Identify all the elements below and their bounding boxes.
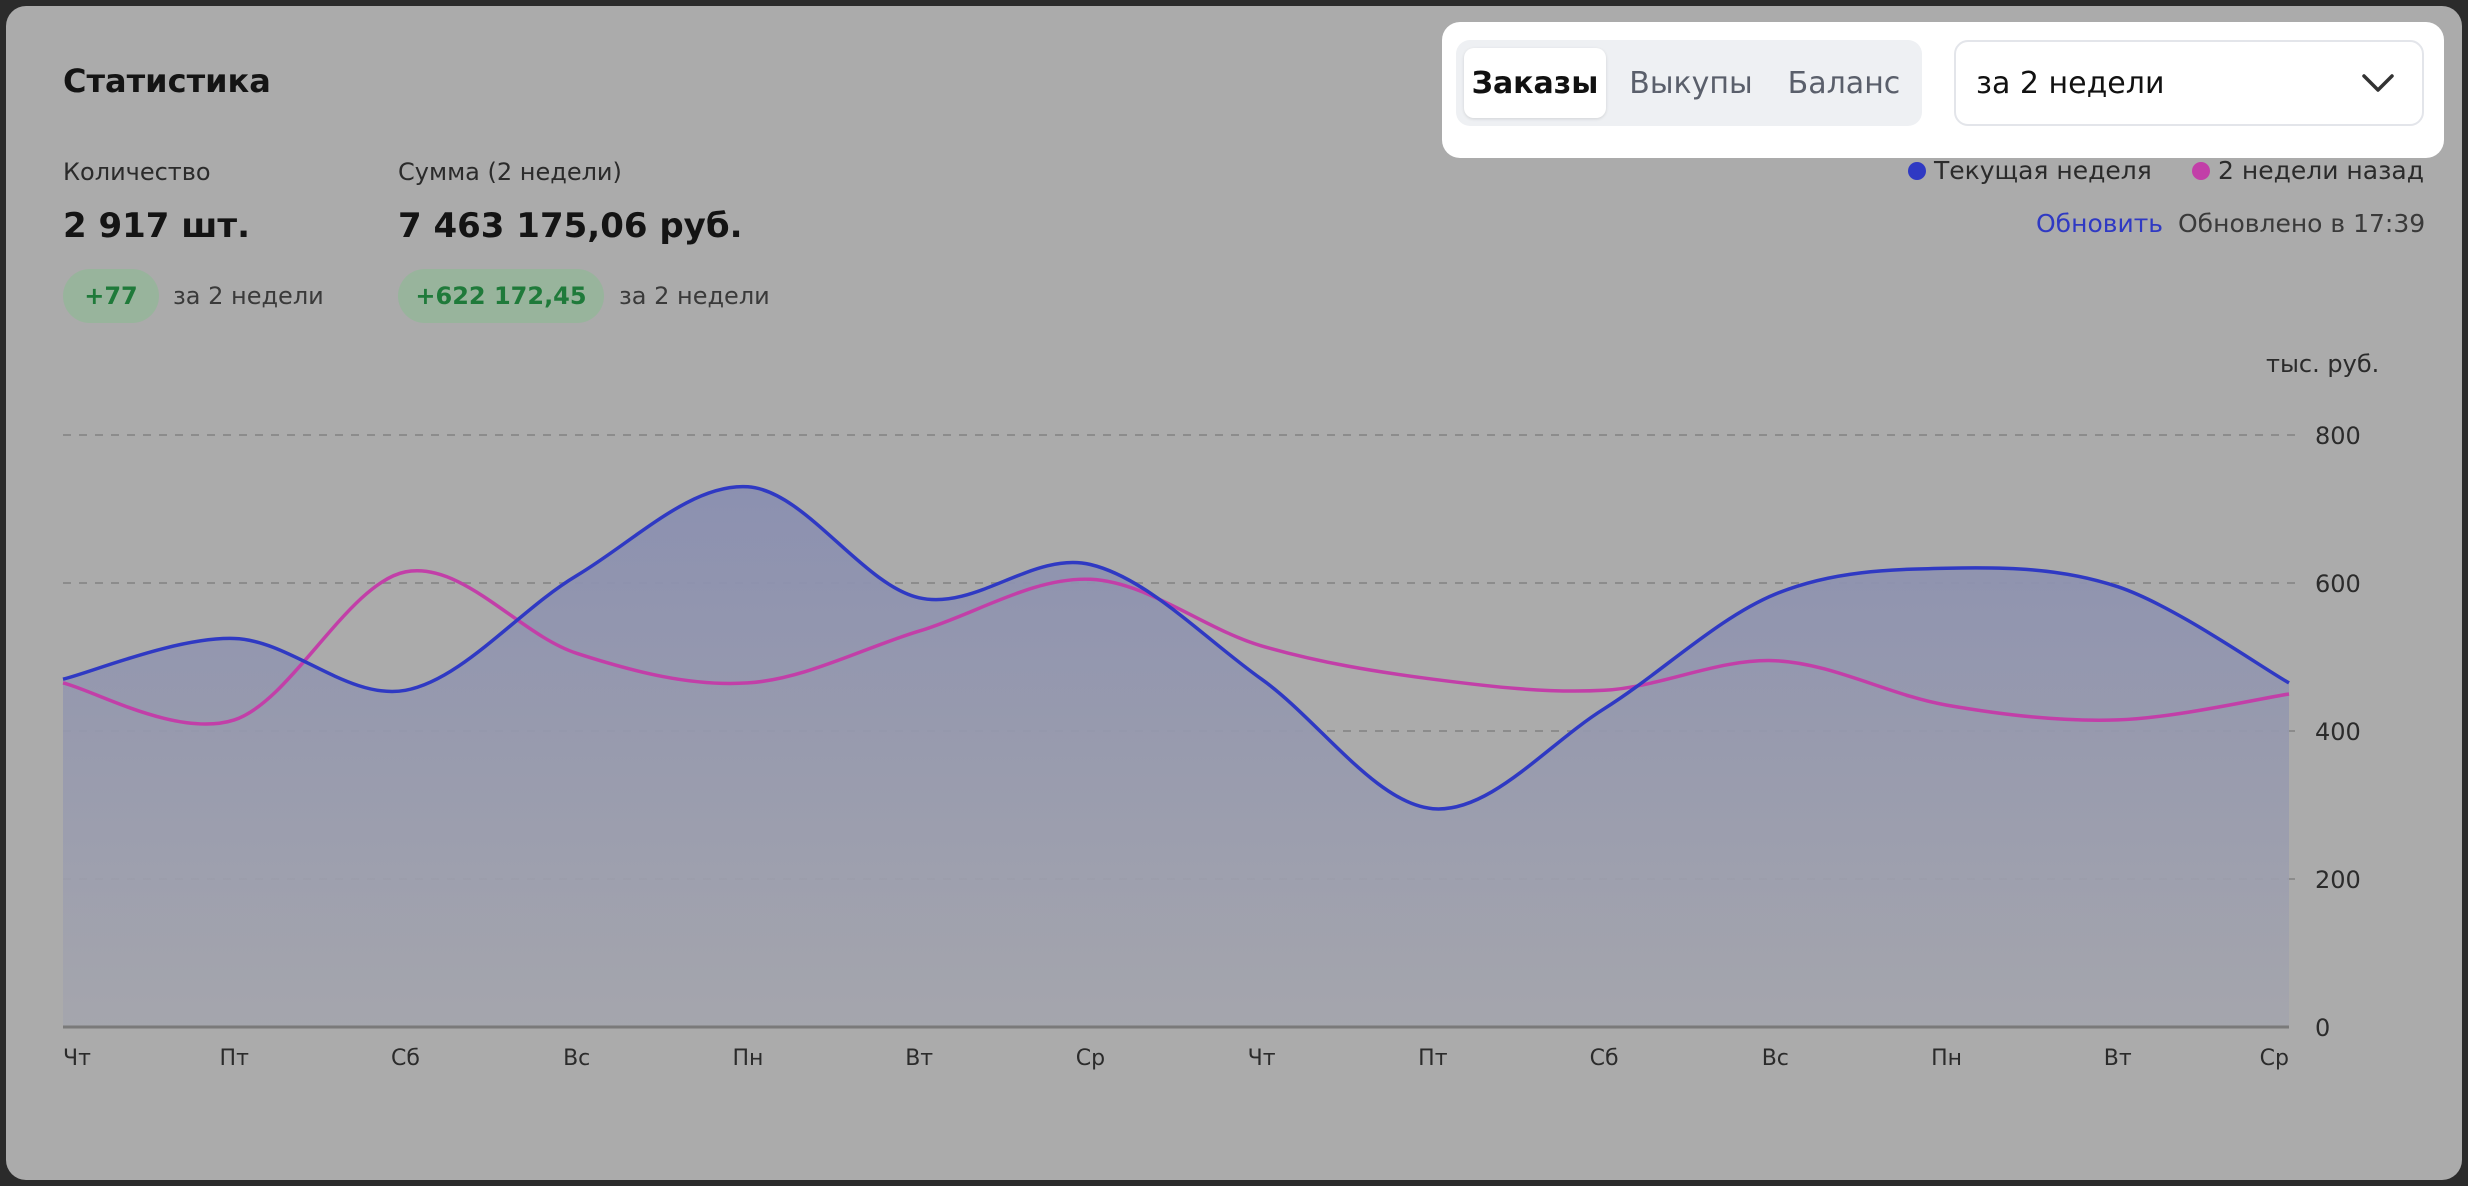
y-tick-label: 200: [2315, 866, 2361, 894]
controls-panel: Заказы Выкупы Баланс за 2 недели: [1442, 22, 2444, 158]
data-point: [746, 681, 749, 684]
data-point: [1089, 578, 1092, 581]
data-point: [404, 689, 407, 692]
metric-tabs: Заказы Выкупы Баланс: [1456, 40, 1922, 126]
data-point: [2116, 718, 2119, 721]
sum-delta-badge: +622 172,45: [398, 269, 604, 323]
sum-label: Сумма (2 недели): [398, 158, 622, 186]
x-tick-label: Вт: [2104, 1046, 2132, 1071]
legend-dot-current-icon: [1908, 161, 1926, 180]
y-tick-label: 600: [2315, 570, 2361, 598]
page-title: Статистика: [63, 62, 271, 100]
x-tick-label: Пн: [732, 1046, 763, 1071]
data-point: [918, 596, 921, 599]
y-tick-label: 0: [2315, 1014, 2330, 1042]
data-point: [1603, 689, 1606, 692]
x-tick-label: Вс: [563, 1046, 590, 1071]
data-point: [1945, 567, 1948, 570]
data-point: [1774, 659, 1777, 662]
x-tick-label: Пн: [1931, 1046, 1962, 1071]
data-point: [575, 574, 578, 577]
x-tick-label: Чт: [1248, 1046, 1276, 1071]
data-point: [1945, 704, 1948, 707]
data-point: [1089, 563, 1092, 566]
orders-chart: 0 200 400 600 800 Чт Пт Сб Вс Пн Вт Ср Чт Пт Сб Вс Пн Вт С…: [62, 422, 2361, 1071]
chevron-down-icon[interactable]: [2358, 66, 2398, 102]
quantity-label: Количество: [63, 158, 211, 186]
x-tick-label: Сб: [1590, 1046, 1619, 1071]
data-point: [1260, 678, 1263, 681]
data-point: [2288, 681, 2291, 684]
x-tick-label: Вт: [905, 1046, 933, 1071]
data-point: [746, 485, 749, 488]
legend-two-weeks-ago: 2 недели назад: [2192, 156, 2424, 185]
sum-delta-note: за 2 недели: [619, 282, 770, 310]
data-point: [1260, 644, 1263, 647]
legend-current-week: Текущая неделя: [1908, 156, 2152, 185]
sum-value: 7 463 175,06 руб.: [398, 206, 743, 246]
x-tick-label: Ср: [1076, 1046, 1105, 1071]
data-point: [1774, 593, 1777, 596]
quantity-value: 2 917 шт.: [63, 206, 251, 246]
data-point: [233, 637, 236, 640]
quantity-delta-badge: +77: [63, 269, 159, 323]
data-point: [62, 678, 65, 681]
x-tick-label: Вс: [1762, 1046, 1789, 1071]
x-tick-label: Сб: [391, 1046, 420, 1071]
data-point: [918, 630, 921, 633]
y-tick-label: 400: [2315, 718, 2361, 746]
y-axis-unit: тыс. руб.: [2266, 350, 2380, 378]
series-line-current-week: [62, 485, 2290, 811]
data-point: [575, 652, 578, 655]
quantity-delta-note: за 2 недели: [173, 282, 324, 310]
period-select[interactable]: за 2 недели: [1954, 40, 2424, 126]
x-tick-label: Пт: [220, 1046, 250, 1071]
y-tick-label: 800: [2315, 422, 2361, 450]
tab-orders[interactable]: Заказы: [1464, 48, 1606, 118]
series-area-current-week: [63, 486, 2289, 1028]
data-point: [404, 570, 407, 573]
updated-timestamp: Обновлено в 17:39: [2178, 209, 2426, 238]
period-select-value: за 2 недели: [1976, 65, 2165, 101]
data-point: [62, 681, 65, 684]
x-tick-label: Пт: [1418, 1046, 1448, 1071]
legend-label: 2 недели назад: [2218, 156, 2424, 185]
data-point: [2288, 693, 2291, 696]
data-point: [2116, 585, 2119, 588]
data-point: [233, 718, 236, 721]
refresh-link[interactable]: Обновить: [2036, 209, 2164, 238]
x-tick-label: Чт: [63, 1046, 91, 1071]
statistics-card: Статистика Количество 2 917 шт. +77 за 2…: [6, 6, 2462, 1180]
data-point: [1431, 807, 1434, 810]
data-point: [1603, 707, 1606, 710]
x-tick-label: Ср: [2260, 1046, 2289, 1071]
legend-dot-previous-icon: [2192, 161, 2210, 180]
tab-buyouts[interactable]: Выкупы: [1629, 65, 1753, 101]
tab-balance[interactable]: Баланс: [1787, 65, 1901, 101]
data-point: [1431, 678, 1434, 681]
legend-label: Текущая неделя: [1934, 156, 2152, 185]
